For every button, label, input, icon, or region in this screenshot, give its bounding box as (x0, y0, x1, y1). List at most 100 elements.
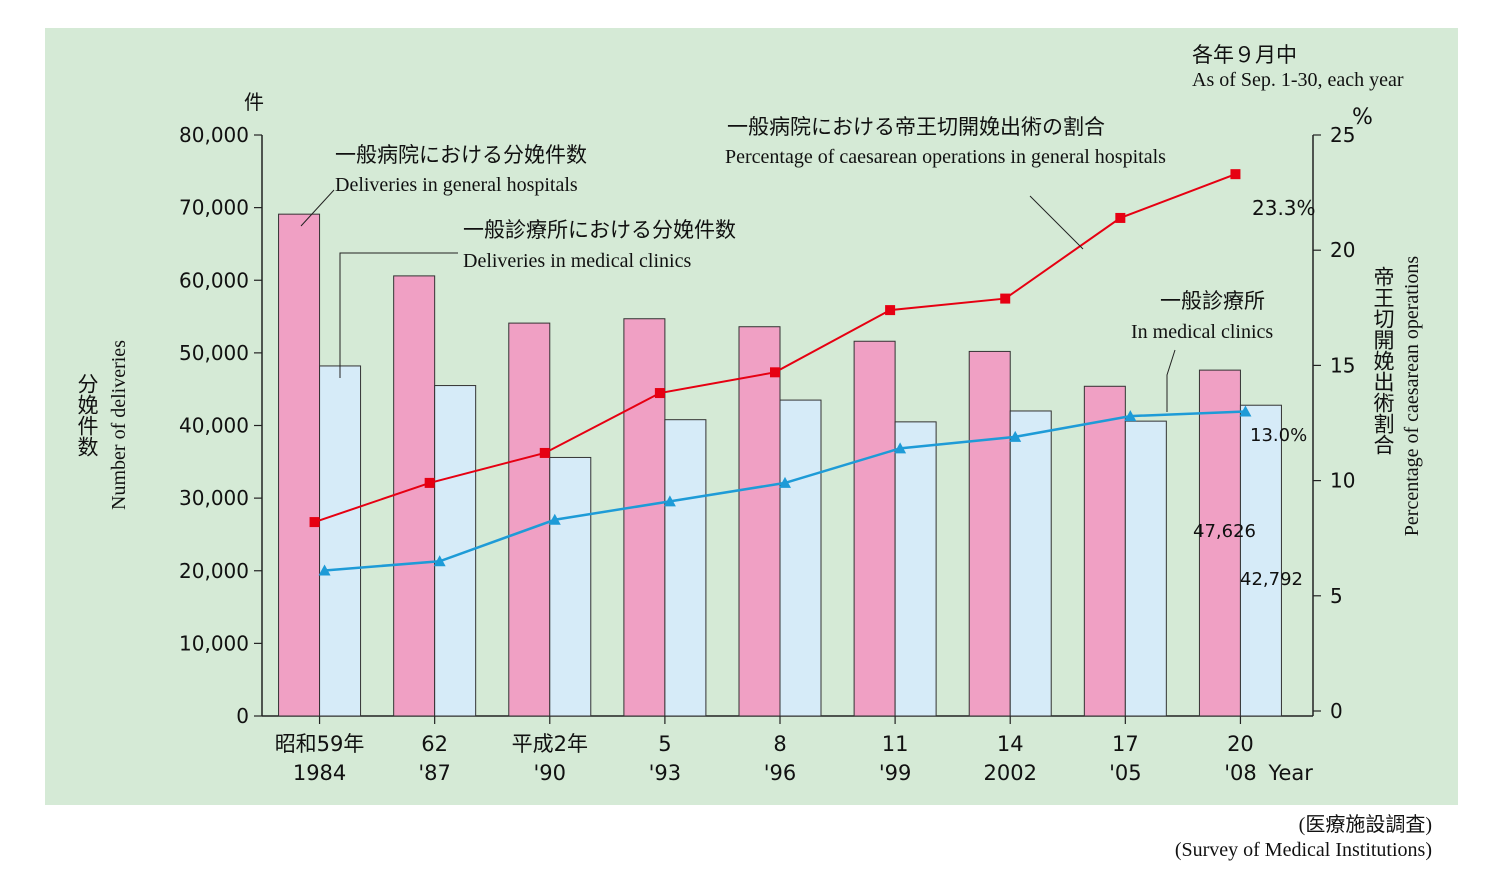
x-tick-label-year: '05 (1109, 761, 1142, 785)
right-tick-label: 5 (1330, 584, 1343, 608)
hospital-point-marker (1115, 212, 1126, 223)
left-tick-label: 60,000 (179, 268, 249, 292)
right-axis-label-en: Percentage of caesarean operations (1401, 256, 1423, 537)
hosp-bar-leader (300, 189, 335, 227)
left-tick-label: 30,000 (179, 486, 249, 510)
x-tick-label-year: '99 (879, 761, 912, 785)
hosp-line-leader (1029, 195, 1084, 250)
last-clinic-count-label: 42,792 (1240, 569, 1303, 590)
hospital-point-marker (1230, 169, 1241, 180)
hospital-point-marker (539, 447, 550, 458)
x-axis-unit: Year (1267, 761, 1313, 785)
period-note-jp: 各年９月中 (1192, 43, 1297, 67)
hospital-point-marker (654, 388, 665, 399)
last-clinic-pct-label: 13.0% (1250, 425, 1307, 446)
last-hosp-count-label: 47,626 (1193, 521, 1256, 542)
hosp-line-label-en: Percentage of caesarean operations in ge… (725, 146, 1166, 168)
clinic-point-marker (318, 564, 331, 576)
hospital-point-marker (1000, 293, 1011, 304)
x-tick-label-era: 11 (882, 732, 909, 756)
x-tick-label-era: 20 (1227, 732, 1254, 756)
clinic-line-label-en: In medical clinics (1131, 321, 1273, 343)
clinic-bar (894, 421, 937, 717)
right-tick-label: 15 (1330, 353, 1355, 377)
clinic-point-marker (433, 555, 446, 567)
x-tick-label-era: 62 (421, 732, 448, 756)
last-hosp-pct-label: 23.3% (1252, 196, 1316, 220)
x-tick-label-year: '93 (649, 761, 682, 785)
hosp-bar-label-en: Deliveries in general hospitals (335, 174, 578, 196)
x-tick-label-year: '08 (1224, 761, 1257, 785)
hospital-point-marker (885, 305, 896, 316)
hospital-bar (738, 326, 781, 717)
left-tick-label: 80,000 (179, 123, 249, 147)
clinic-bar (1009, 410, 1052, 717)
clinic-bar (664, 419, 707, 717)
source-en: (Survey of Medical Institutions) (1175, 839, 1432, 861)
right-tick-label: 20 (1330, 238, 1355, 262)
hosp-line-label-jp: 一般病院における帝王切開娩出術の割合 (727, 115, 1105, 139)
right-axis-unit: % (1352, 105, 1373, 130)
hospital-point-marker (770, 367, 780, 378)
clinic-point-marker (548, 513, 561, 525)
clinic-point-marker (663, 495, 676, 507)
hospital-bar (853, 340, 896, 717)
x-tick-label-era: 8 (773, 732, 786, 756)
hospital-bar (1198, 369, 1241, 717)
clinic-bar (1239, 404, 1282, 717)
x-tick-label-era: 昭和59年 (275, 732, 365, 756)
axes-layer: 0 10,000 20,000 30,000 40,000 50,000 60,000 70,… (179, 123, 1355, 785)
hospital-bar (393, 275, 436, 717)
annotation-leaders (300, 189, 1176, 412)
right-tick-label: 0 (1330, 699, 1343, 723)
x-tick-label-era: 17 (1112, 732, 1139, 756)
left-tick-label: 20,000 (179, 559, 249, 583)
right-tick-label: 10 (1330, 469, 1355, 493)
left-tick-label: 70,000 (179, 196, 249, 220)
lines-layer (309, 169, 1252, 576)
bars-layer (278, 213, 1282, 717)
x-tick-label-era: 平成2年 (512, 732, 588, 756)
clinic-point-marker (779, 476, 791, 488)
x-tick-label-era: 14 (997, 732, 1024, 756)
hospital-bar (508, 322, 551, 717)
left-tick-label: 0 (236, 704, 249, 728)
left-axis-label-jp: 分娩件数 (75, 373, 99, 457)
clinic-bar (549, 456, 592, 717)
clinic-point-marker (1124, 410, 1137, 422)
clinic-line-leader (1166, 349, 1176, 412)
right-tick-label: 25 (1330, 123, 1355, 147)
left-axis-label-en: Number of deliveries (108, 340, 130, 510)
clinic-bar (1124, 420, 1167, 717)
x-tick-label-era: 5 (658, 732, 671, 756)
clinic-line-label-jp: 一般診療所 (1160, 289, 1265, 313)
source-jp: (医療施設調査) (1299, 813, 1432, 836)
clinic-bar (779, 399, 822, 717)
hospital-bar (623, 318, 666, 717)
x-tick-label-year: '87 (418, 761, 451, 785)
right-axis-label-jp: 帝王切開娩出術割合 (1371, 266, 1395, 455)
hospital-bar (1083, 385, 1126, 717)
clinic-bar-label-en: Deliveries in medical clinics (463, 250, 691, 272)
hosp-bar-label-jp: 一般病院における分娩件数 (335, 143, 587, 167)
x-tick-label-year: '96 (764, 761, 797, 785)
x-tick-label-year: '90 (534, 761, 567, 785)
left-tick-label: 50,000 (179, 341, 249, 365)
left-tick-label: 40,000 (179, 414, 249, 438)
hospital-bar (278, 213, 321, 717)
left-axis-unit: 件 (244, 90, 264, 114)
clinic-point-marker (1239, 405, 1252, 417)
period-note-en: As of Sep. 1-30, each year (1192, 69, 1404, 91)
x-tick-label-year: 1984 (293, 761, 346, 785)
clinic-point-marker (1009, 430, 1022, 442)
hospital-point-marker (424, 477, 435, 488)
clinic-point-marker (894, 442, 907, 454)
clinic-bar (319, 365, 362, 717)
clinic-bar-leader (339, 252, 458, 378)
clinic-bar-label-jp: 一般診療所における分娩件数 (463, 218, 736, 242)
x-tick-label-year: 2002 (983, 761, 1036, 785)
hospital-point-marker (309, 517, 320, 528)
left-tick-label: 10,000 (179, 631, 249, 655)
hospital-bar (968, 350, 1011, 717)
